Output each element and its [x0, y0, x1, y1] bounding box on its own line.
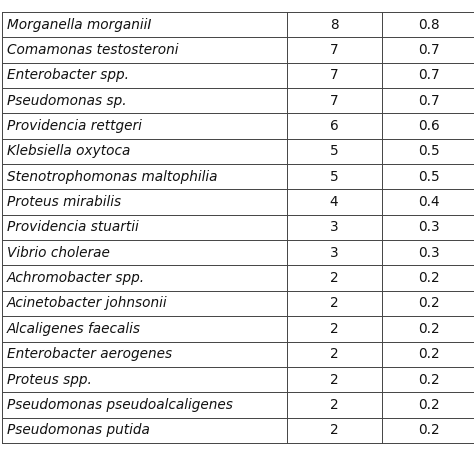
Text: 0.4: 0.4 [418, 195, 440, 209]
Text: Providencia rettgeri: Providencia rettgeri [7, 119, 142, 133]
Text: 7: 7 [330, 93, 338, 108]
Text: Pseudomonas pseudoalcaligenes: Pseudomonas pseudoalcaligenes [7, 398, 233, 412]
Text: 2: 2 [330, 347, 338, 361]
Text: 0.3: 0.3 [418, 246, 440, 260]
Text: 3: 3 [330, 220, 338, 235]
Text: 0.2: 0.2 [418, 322, 440, 336]
Text: 7: 7 [330, 43, 338, 57]
Text: Morganella morganiiI: Morganella morganiiI [7, 18, 152, 32]
Text: Stenotrophomonas maltophilia: Stenotrophomonas maltophilia [7, 170, 218, 184]
Text: Achromobacter spp.: Achromobacter spp. [7, 271, 145, 285]
Text: 0.7: 0.7 [418, 68, 440, 82]
Text: 4: 4 [330, 195, 338, 209]
Text: 5: 5 [330, 144, 338, 158]
Text: 0.7: 0.7 [418, 93, 440, 108]
Text: Proteus spp.: Proteus spp. [7, 373, 92, 387]
Text: Providencia stuartii: Providencia stuartii [7, 220, 139, 235]
Text: 0.2: 0.2 [418, 398, 440, 412]
Text: Pseudomonas putida: Pseudomonas putida [7, 423, 150, 438]
Text: Enterobacter spp.: Enterobacter spp. [7, 68, 129, 82]
Text: 7: 7 [330, 68, 338, 82]
Text: 0.6: 0.6 [418, 119, 440, 133]
Text: Alcaligenes faecalis: Alcaligenes faecalis [7, 322, 141, 336]
Text: 0.2: 0.2 [418, 347, 440, 361]
Text: 0.5: 0.5 [418, 144, 440, 158]
Text: 2: 2 [330, 373, 338, 387]
Text: 2: 2 [330, 322, 338, 336]
Text: 0.2: 0.2 [418, 296, 440, 310]
Text: 0.5: 0.5 [418, 170, 440, 184]
Text: 0.8: 0.8 [418, 18, 440, 32]
Text: 3: 3 [330, 246, 338, 260]
Text: Klebsiella oxytoca: Klebsiella oxytoca [7, 144, 130, 158]
Text: Enterobacter aerogenes: Enterobacter aerogenes [7, 347, 172, 361]
Text: Proteus mirabilis: Proteus mirabilis [7, 195, 121, 209]
Text: 2: 2 [330, 296, 338, 310]
Text: Pseudomonas sp.: Pseudomonas sp. [7, 93, 127, 108]
Text: 0.2: 0.2 [418, 373, 440, 387]
Text: Vibrio cholerae: Vibrio cholerae [7, 246, 110, 260]
Text: 8: 8 [330, 18, 338, 32]
Text: 0.2: 0.2 [418, 271, 440, 285]
Text: 0.3: 0.3 [418, 220, 440, 235]
Text: 6: 6 [330, 119, 338, 133]
Text: 5: 5 [330, 170, 338, 184]
Text: 0.2: 0.2 [418, 423, 440, 438]
Text: 0.7: 0.7 [418, 43, 440, 57]
Text: 2: 2 [330, 398, 338, 412]
Text: 2: 2 [330, 271, 338, 285]
Text: Comamonas testosteroni: Comamonas testosteroni [7, 43, 179, 57]
Text: 2: 2 [330, 423, 338, 438]
Text: Acinetobacter johnsonii: Acinetobacter johnsonii [7, 296, 168, 310]
